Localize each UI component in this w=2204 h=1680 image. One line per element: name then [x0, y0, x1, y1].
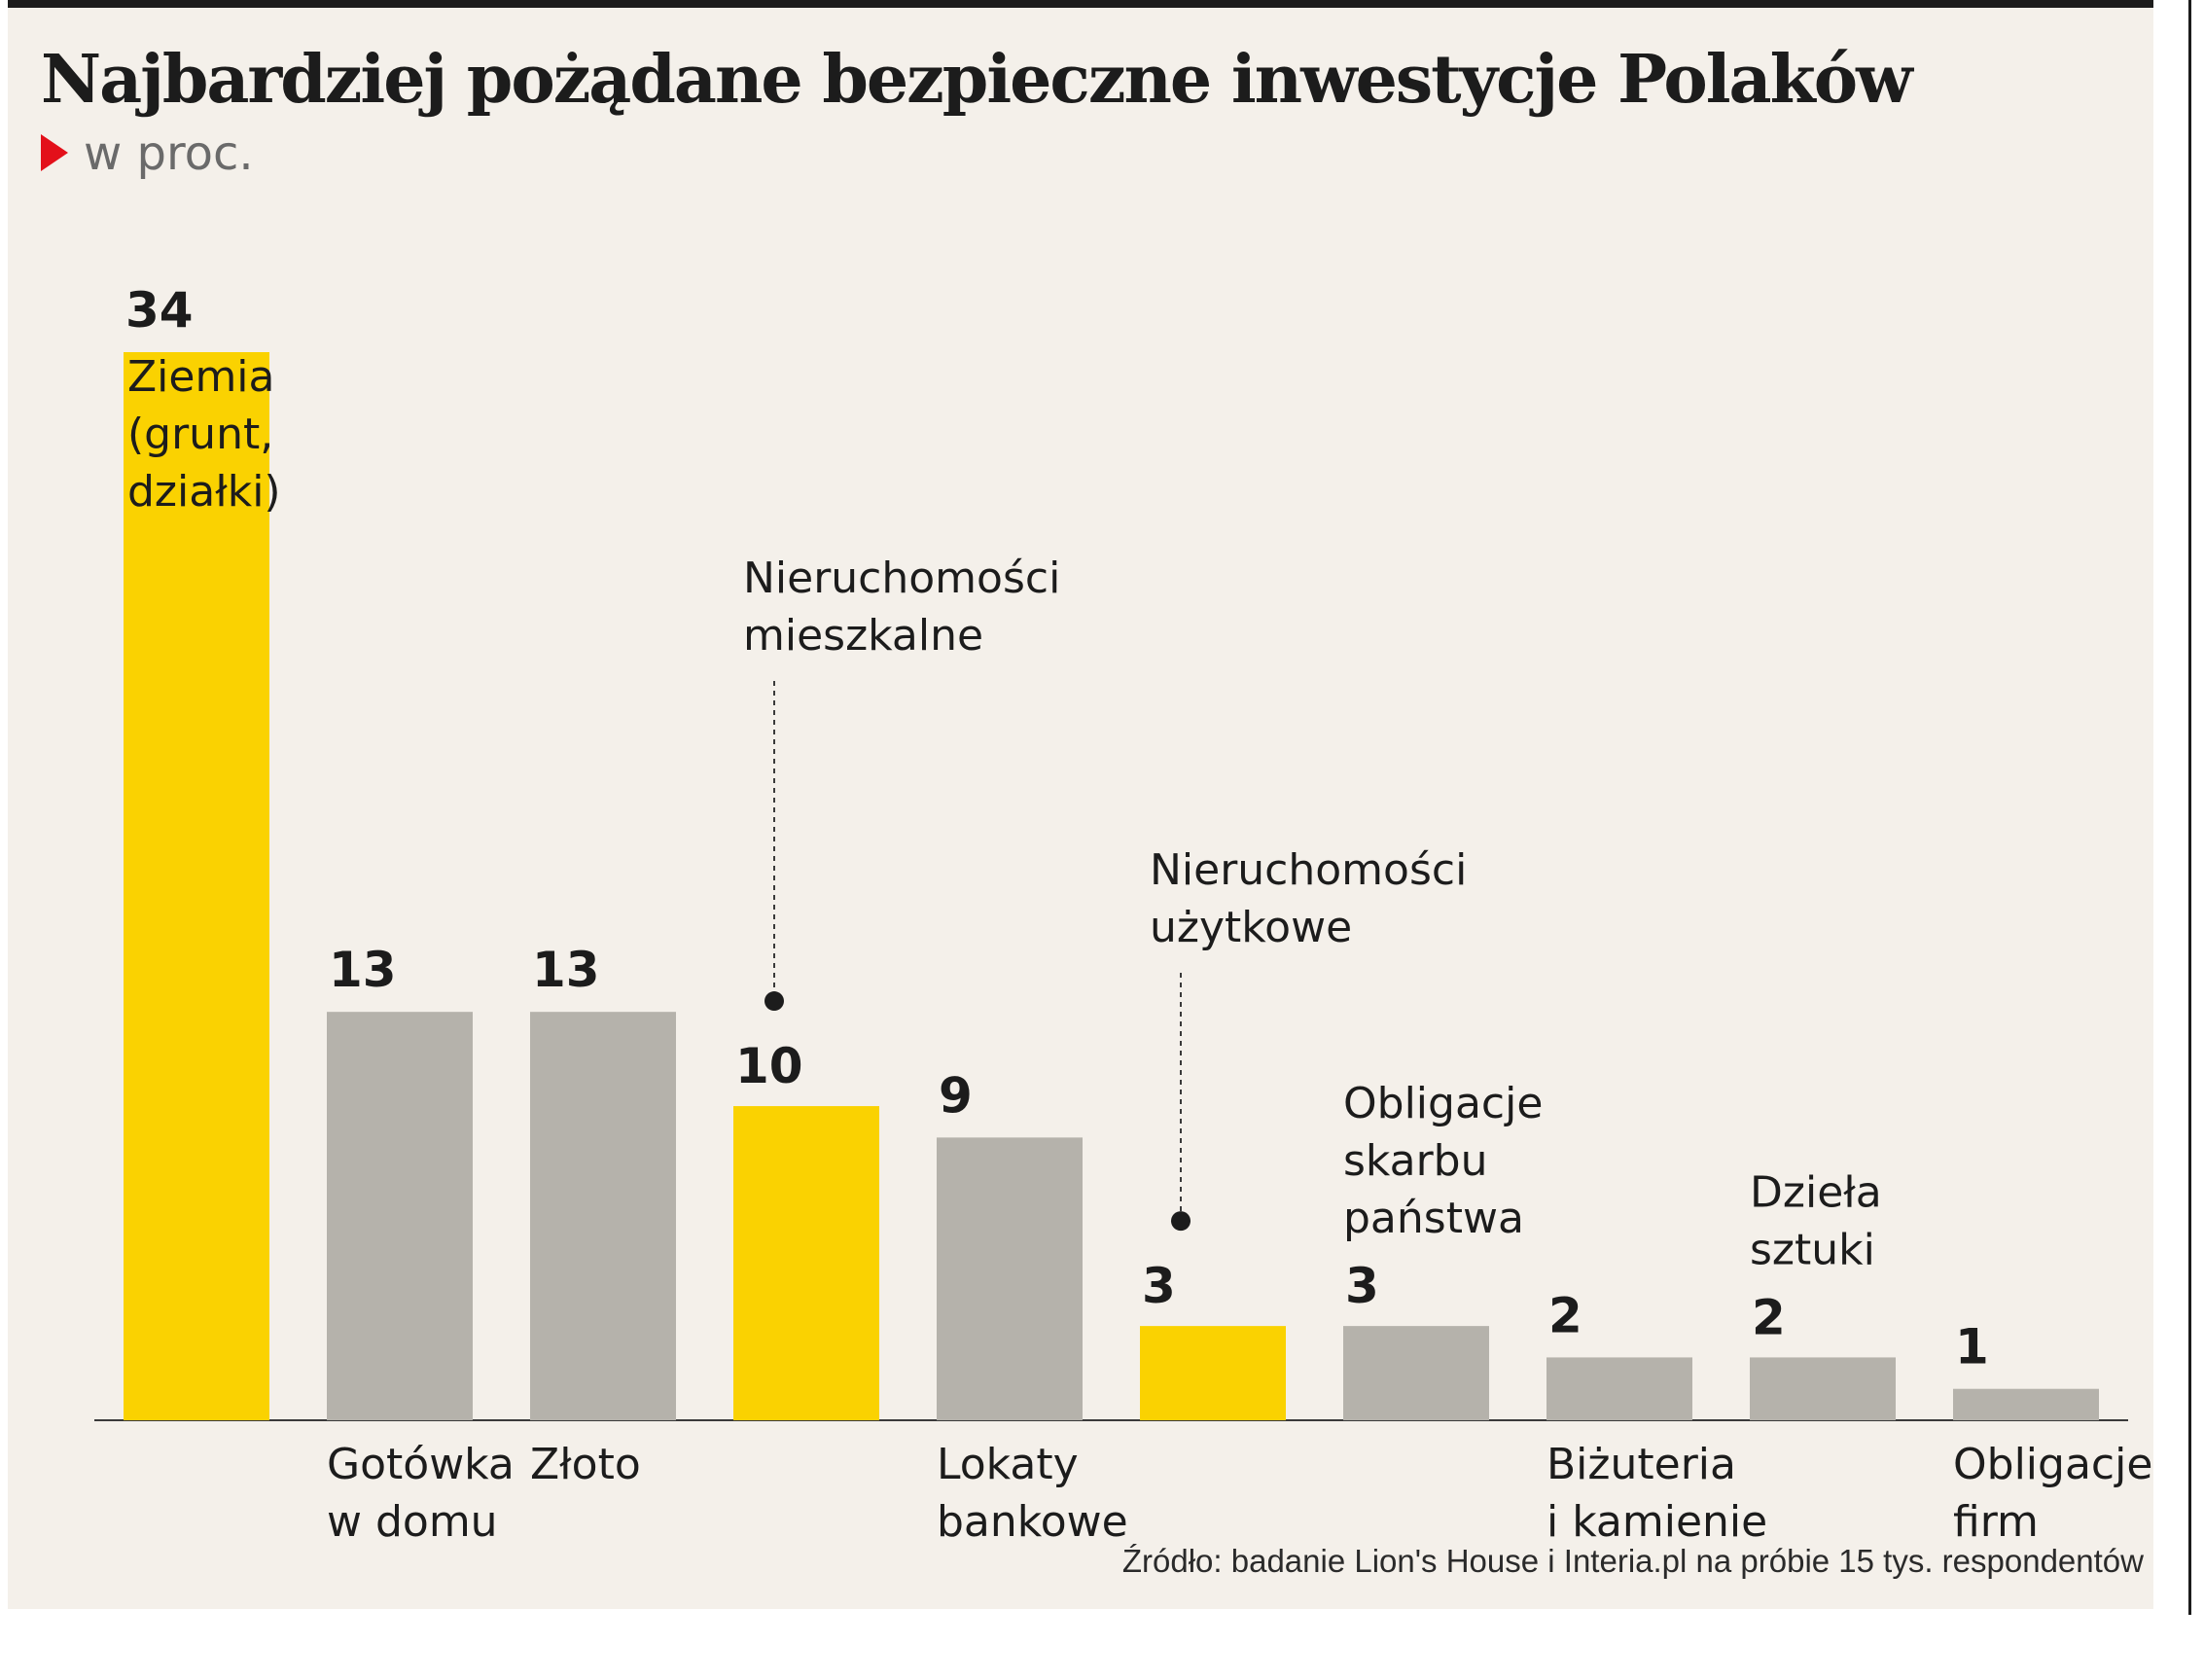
right-rule	[2188, 0, 2191, 1615]
value-label: 13	[329, 942, 397, 998]
chart-subtitle: w proc.	[41, 126, 254, 181]
value-label: 1	[1955, 1319, 1989, 1376]
value-label: 9	[939, 1067, 973, 1124]
value-label: 3	[1142, 1258, 1176, 1314]
bar	[937, 1137, 1083, 1420]
bar	[124, 352, 269, 1420]
value-label: 2	[1752, 1289, 1786, 1345]
bar	[1343, 1326, 1489, 1420]
category-label: Obligacje firm	[1953, 1440, 2152, 1547]
bar	[327, 1012, 473, 1420]
bar	[530, 1012, 676, 1420]
bar	[1546, 1357, 1692, 1420]
leader-dot	[764, 991, 784, 1012]
category-label: Dzieła sztuki	[1750, 1167, 1882, 1274]
bar	[733, 1106, 879, 1420]
value-label: 3	[1345, 1258, 1379, 1314]
bar	[1953, 1388, 2099, 1420]
category-label: Ziemia (grunt, działki)	[127, 352, 281, 517]
bar	[1140, 1326, 1286, 1420]
category-label: Obligacje skarbu państwa	[1343, 1079, 1543, 1243]
bar	[1750, 1357, 1896, 1420]
category-label: Gotówka w domu	[327, 1440, 515, 1547]
value-label: 13	[532, 942, 600, 998]
top-rule	[8, 0, 2153, 8]
value-label: 2	[1548, 1287, 1582, 1343]
subtitle-text: w proc.	[84, 126, 254, 181]
category-label: Biżuteria i kamienie	[1546, 1440, 1767, 1547]
triangle-marker-icon	[41, 134, 68, 171]
category-label: Złoto	[530, 1440, 641, 1489]
value-label: 10	[735, 1038, 803, 1094]
category-label: Lokaty bankowe	[937, 1440, 1128, 1547]
category-label: Nieruchomości mieszkalne	[743, 554, 1060, 661]
leader-dot	[1171, 1211, 1191, 1232]
value-label: 34	[125, 282, 194, 339]
chart-title: Najbardziej pożądane bezpieczne inwestyc…	[41, 41, 1913, 119]
source-note: Źródło: badanie Lion's House i Interia.p…	[1121, 1543, 2144, 1579]
category-label: Nieruchomości użytkowe	[1150, 845, 1467, 952]
